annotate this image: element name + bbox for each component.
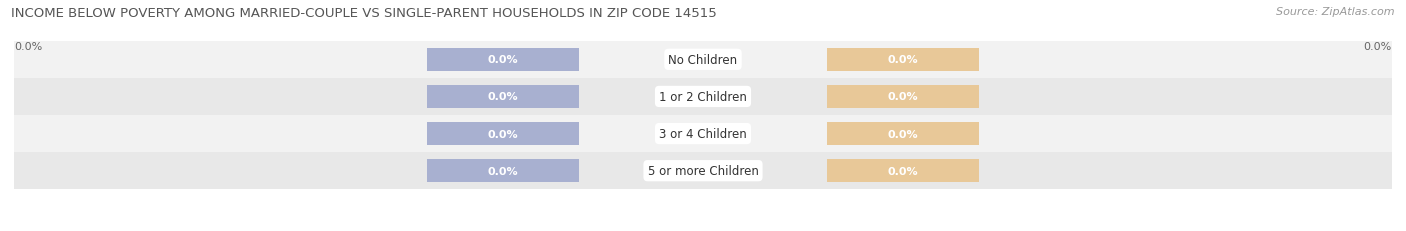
Text: 0.0%: 0.0%	[887, 129, 918, 139]
Text: 0.0%: 0.0%	[488, 55, 519, 65]
Bar	[827, 49, 979, 72]
Text: 1 or 2 Children: 1 or 2 Children	[659, 91, 747, 103]
Bar	[427, 159, 579, 182]
Text: 0.0%: 0.0%	[887, 92, 918, 102]
Bar	[427, 49, 579, 72]
Bar	[827, 122, 979, 146]
Text: INCOME BELOW POVERTY AMONG MARRIED-COUPLE VS SINGLE-PARENT HOUSEHOLDS IN ZIP COD: INCOME BELOW POVERTY AMONG MARRIED-COUPL…	[11, 7, 717, 20]
Text: 0.0%: 0.0%	[887, 166, 918, 176]
Bar	[827, 85, 979, 109]
Text: 0.0%: 0.0%	[1364, 42, 1392, 52]
Text: 3 or 4 Children: 3 or 4 Children	[659, 128, 747, 140]
Text: No Children: No Children	[668, 54, 738, 67]
Text: 0.0%: 0.0%	[887, 55, 918, 65]
Text: 0.0%: 0.0%	[488, 92, 519, 102]
Bar	[14, 152, 1392, 189]
Text: 0.0%: 0.0%	[14, 42, 42, 52]
Text: 0.0%: 0.0%	[488, 166, 519, 176]
Text: Source: ZipAtlas.com: Source: ZipAtlas.com	[1277, 7, 1395, 17]
Bar	[427, 85, 579, 109]
Text: 5 or more Children: 5 or more Children	[648, 164, 758, 177]
Bar	[427, 122, 579, 146]
Text: 0.0%: 0.0%	[488, 129, 519, 139]
Bar	[14, 79, 1392, 116]
Bar	[14, 116, 1392, 152]
Bar	[827, 159, 979, 182]
Bar	[14, 42, 1392, 79]
